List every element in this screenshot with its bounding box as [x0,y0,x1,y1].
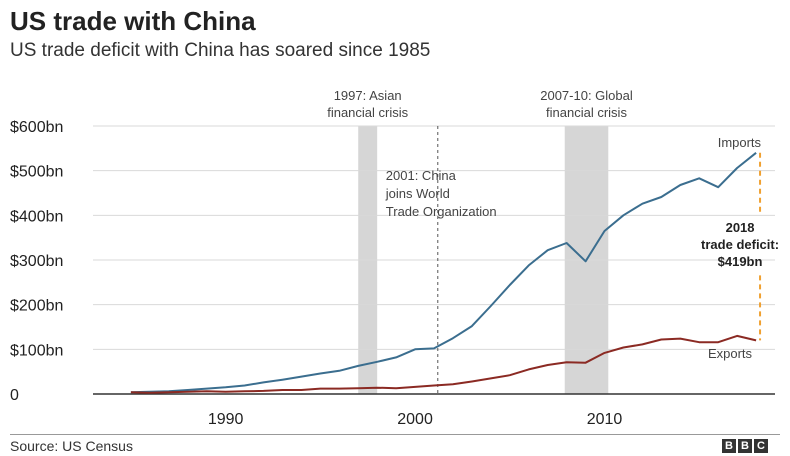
wto-annotation-line: joins World [385,186,450,201]
crisis-annotation-line: financial crisis [327,105,408,120]
series-line-exports [130,334,757,394]
logo-letter-c: C [754,439,768,453]
trade-line-chart: 0 $100bn $200bn $300bn $400bn $500bn $600bn 199… [10,88,779,428]
y-tick-label: $600bn [10,119,63,136]
y-tick-label: $500bn [10,164,63,181]
deficit-annotation-line: 2018 [726,220,755,235]
crisis-annotation-line: 2007-10: Global [540,88,633,103]
deficit-annotation-line: $419bn [718,254,763,269]
chart-subtitle: US trade deficit with China has soared s… [10,40,431,61]
x-tick-label: 2000 [397,411,433,428]
y-tick-label: $400bn [10,208,63,225]
deficit-annotation-line: trade deficit: [701,237,779,252]
logo-letter-b2: B [738,439,752,453]
crisis-annotation-line: 1997: Asian [334,88,402,103]
series-line-imports [130,152,757,394]
x-tick-label: 2010 [587,411,623,428]
crisis-annotation-line: financial crisis [546,105,627,120]
footer-divider [10,434,780,435]
y-tick-label: $300bn [10,253,63,270]
series-label-imports: Imports [718,135,762,150]
wto-annotation-line: Trade Organization [386,204,497,219]
y-tick-label: $200bn [10,298,63,315]
x-tick-label: 1990 [208,411,244,428]
source-note: Source: US Census [10,438,133,454]
wto-annotation-line: 2001: China [386,168,457,183]
y-tick-label: $100bn [10,342,63,359]
y-tick-label: 0 [10,387,19,404]
series-label-exports: Exports [708,346,753,361]
bbc-logo: B B C [722,439,768,453]
logo-letter-b1: B [722,439,736,453]
chart-title: US trade with China [10,6,256,36]
